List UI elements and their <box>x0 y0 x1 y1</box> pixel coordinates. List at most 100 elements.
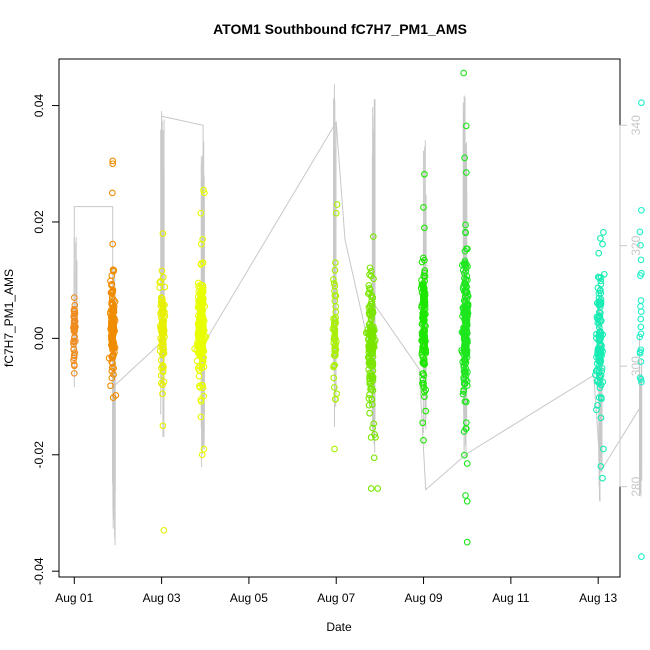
data-point <box>331 282 339 290</box>
data-point <box>420 298 427 306</box>
data-point <box>369 377 377 384</box>
y2-tick-label: 300 <box>629 356 643 376</box>
data-point <box>329 325 337 333</box>
data-point <box>331 266 339 274</box>
data-point <box>368 396 376 403</box>
data-point <box>422 345 429 353</box>
data-point <box>70 305 78 313</box>
data-point <box>637 375 645 383</box>
data-point <box>370 275 377 283</box>
data-point <box>421 393 428 400</box>
data-point <box>108 272 116 279</box>
data-point <box>637 330 645 338</box>
data-point <box>599 240 606 248</box>
data-point <box>461 257 469 265</box>
data-point <box>330 374 338 382</box>
data-point <box>70 294 78 301</box>
points-layer <box>70 69 645 560</box>
data-point <box>638 553 645 560</box>
data-point <box>421 170 428 178</box>
data-point <box>366 375 373 383</box>
data-point <box>110 314 118 322</box>
data-point <box>369 424 376 432</box>
data-point <box>637 358 645 365</box>
data-point <box>158 314 165 321</box>
data-point <box>637 315 645 323</box>
y-tick-label: -0.02 <box>32 441 46 469</box>
series-aug-07 <box>362 233 382 492</box>
x-tick-label: Aug 07 <box>317 591 355 605</box>
data-point <box>638 99 645 107</box>
data-point <box>461 298 469 305</box>
data-point <box>419 309 427 317</box>
data-point <box>369 233 377 240</box>
data-point <box>332 314 339 321</box>
data-point <box>156 279 164 286</box>
data-point <box>595 249 603 257</box>
data-point <box>421 316 428 324</box>
data-point <box>107 382 114 390</box>
data-point <box>422 407 430 415</box>
data-point <box>370 454 378 462</box>
data-point <box>597 286 604 294</box>
data-point <box>159 230 167 237</box>
data-point <box>462 221 469 229</box>
data-point <box>464 368 471 376</box>
data-point <box>596 384 604 392</box>
data-point <box>330 384 338 391</box>
data-point <box>460 69 468 77</box>
series-aug-08 <box>417 170 430 444</box>
y-tick-label: 0.02 <box>32 210 46 234</box>
data-point <box>331 334 338 341</box>
data-point <box>194 279 202 287</box>
series-aug-06 <box>329 201 341 453</box>
data-point <box>460 260 468 268</box>
data-point <box>193 357 201 365</box>
data-point <box>420 290 428 298</box>
data-point <box>419 370 427 377</box>
data-point <box>462 169 470 176</box>
data-point <box>200 445 208 453</box>
data-point <box>159 317 166 325</box>
data-point <box>108 333 115 341</box>
data-point <box>160 307 167 314</box>
data-point <box>462 425 470 432</box>
data-point <box>597 277 605 285</box>
x-tick-label: Aug 11 <box>492 591 529 605</box>
data-point <box>199 236 206 243</box>
data-point <box>637 303 644 310</box>
series-aug-03 <box>156 230 169 534</box>
data-point <box>595 314 602 322</box>
data-point <box>365 282 373 289</box>
data-point <box>595 369 603 376</box>
data-point <box>70 352 78 360</box>
data-point <box>331 445 338 453</box>
data-point <box>197 322 205 330</box>
data-point <box>367 361 375 369</box>
data-point <box>638 269 645 277</box>
x-tick-label: Aug 03 <box>143 591 181 605</box>
data-point <box>418 281 426 289</box>
data-point <box>461 302 468 310</box>
data-point <box>461 247 469 255</box>
data-point <box>157 379 165 387</box>
data-point <box>332 335 339 343</box>
data-point <box>367 268 375 275</box>
data-point <box>331 352 339 359</box>
series-aug-13 <box>636 99 645 560</box>
data-point <box>197 396 205 403</box>
data-point <box>420 342 427 349</box>
data-point <box>462 317 469 325</box>
y-tick-label: 0.00 <box>32 326 46 350</box>
data-point <box>367 350 374 358</box>
data-point <box>158 351 166 358</box>
data-point <box>332 292 340 300</box>
data-point <box>105 354 113 362</box>
data-point <box>366 346 373 354</box>
data-point <box>195 328 203 336</box>
data-point <box>197 209 205 217</box>
data-point <box>200 354 207 361</box>
data-point <box>420 313 428 321</box>
data-point <box>420 302 428 310</box>
data-point <box>108 189 116 197</box>
